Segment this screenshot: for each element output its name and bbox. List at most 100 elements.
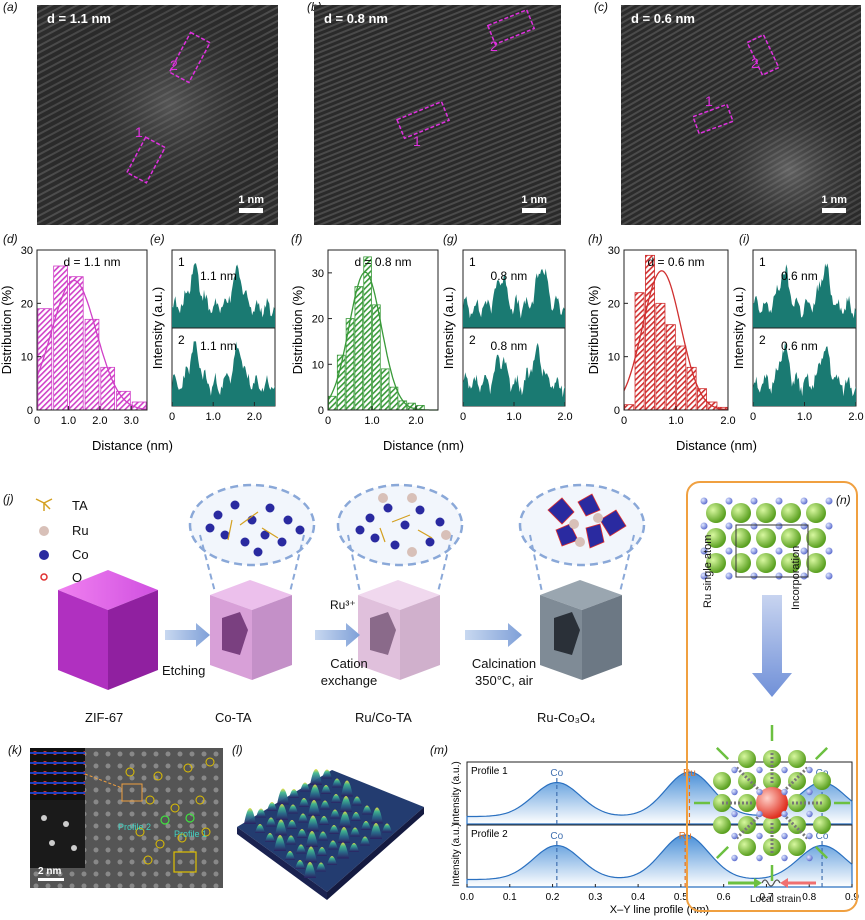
surface-peak: [320, 800, 330, 810]
host-atom: [781, 503, 801, 523]
surface-peak: [339, 811, 351, 828]
o-atom: [756, 832, 763, 840]
y-tick-label: 30: [608, 245, 620, 257]
surface-peak: [244, 808, 256, 824]
synthesis-scheme: [58, 483, 646, 690]
compression-arrow: [814, 845, 829, 860]
strain-spring: [785, 766, 809, 790]
bar: [380, 368, 390, 411]
roi-label-2: 2: [490, 38, 498, 54]
y-axis-label: Distribution (%): [290, 286, 305, 375]
surface-peak: [299, 798, 309, 807]
o-atom: [825, 497, 833, 505]
compression-arrow: [715, 845, 730, 860]
surface-peak: [277, 788, 289, 805]
bar: [372, 304, 381, 411]
x-tick-label: 0: [750, 411, 756, 423]
surface-peak: [327, 856, 337, 865]
panel-label-n: (n): [836, 493, 851, 507]
profile-annotation: 0.8 nm: [491, 269, 528, 283]
surface-peak: [321, 785, 331, 794]
label-incorporation: Incorporation: [790, 545, 802, 610]
y-axis-label: Distribution (%): [586, 286, 601, 375]
intensity-profiles-1: 1 1.1 nm 2 1.1 nm 0 1.0 2.0 Intensity (a.u.): [150, 249, 276, 423]
o-atom: [781, 766, 788, 774]
surface-peak: [328, 840, 338, 850]
roi-box-a2: [168, 31, 212, 84]
profile-id: 2: [759, 333, 766, 347]
legend-co: Co: [72, 547, 89, 562]
histogram-2: 0 10 20 30 0 1.0 2.0 d = 0.8 nm Distribution (%): [290, 249, 439, 427]
host-atom: [738, 816, 756, 834]
x-tick-label: 0.2: [546, 892, 560, 903]
stem-image-k: Profile 2 Profile 1 2 nm: [30, 748, 223, 888]
profile-2: [753, 342, 856, 406]
x-tick-label: 0.5: [674, 892, 688, 903]
o-atom: [756, 810, 763, 818]
profile-2: [463, 342, 565, 406]
bar: [398, 400, 408, 411]
x-axis-label-2: Distance (nm): [676, 438, 757, 453]
profile-id: 1: [759, 255, 766, 269]
surface-peak: [265, 833, 275, 842]
arrow-cation-exchange: [315, 623, 360, 647]
host-atom: [738, 838, 756, 856]
x-tick-label: 0: [34, 415, 40, 427]
step-name-ru-co-ta: Ru/Co-TA: [355, 710, 412, 725]
profile-1: [172, 263, 275, 328]
step-label-cation-exchange: Cation exchange: [320, 656, 378, 688]
bar: [686, 366, 697, 411]
host-atom: [781, 553, 801, 573]
x-tick-label: 0.0: [460, 892, 474, 903]
o-atom: [806, 788, 813, 796]
surface-peak: [351, 812, 361, 821]
host-atom: [706, 503, 726, 523]
surface-peak: [296, 844, 306, 854]
o-atom: [700, 497, 708, 505]
panel-label-c: (c): [594, 0, 608, 14]
scale-bar-k: 2 nm: [38, 866, 64, 881]
host-atom: [738, 772, 756, 790]
fit-curve: [623, 270, 729, 411]
x-tick-label: 0.7: [759, 892, 773, 903]
surface-peak: [266, 817, 276, 827]
profile-curve: [466, 834, 853, 888]
roi-box-a1: [125, 136, 167, 184]
panel-label-l: (l): [232, 743, 243, 757]
o-atom: [731, 832, 738, 840]
x-tick-label: 1.0: [506, 411, 521, 423]
roi-box-k2: [173, 851, 197, 873]
y-tick-label: 0: [27, 405, 33, 417]
histogram-0: 0 10 20 30 0 1.0 2.0 3.0 d = 1.1 nm Distribution …: [0, 245, 148, 427]
surface-peak: [329, 825, 339, 834]
local-strain-legend: [728, 878, 816, 888]
surface-peak: [338, 827, 350, 843]
o-atom: [806, 854, 813, 862]
axis-frame: [36, 249, 148, 411]
roi-label-2: 2: [751, 55, 759, 71]
x-tick-label: 1.0: [668, 415, 683, 427]
o-atom: [775, 547, 783, 555]
o-atom: [825, 522, 833, 530]
bar: [676, 345, 687, 411]
d-label: d = 0.8 nm: [324, 11, 388, 26]
surface-peak: [362, 805, 372, 815]
panel-label-h: (h): [588, 232, 603, 246]
surface-peak: [316, 862, 326, 872]
roi-label-1: 1: [413, 133, 421, 149]
x-tick-label: 1.0: [206, 411, 221, 423]
peak-label: Ru: [679, 831, 692, 842]
y-axis-label: Distribution (%): [0, 286, 14, 375]
profile-1: [463, 268, 565, 328]
surface-peak: [361, 821, 371, 830]
surface-peak: [360, 836, 370, 846]
host-atom: [806, 528, 826, 548]
surface-peak: [285, 851, 295, 860]
x-tick-label: 1.0: [797, 411, 812, 423]
chart-title: d = 0.6 nm: [647, 255, 704, 269]
peak-label: Ru: [683, 768, 696, 779]
x-tick-label: 2.0: [557, 411, 572, 423]
roi-label-1: 1: [135, 124, 143, 140]
scale-bar: 1 nm: [238, 194, 264, 213]
